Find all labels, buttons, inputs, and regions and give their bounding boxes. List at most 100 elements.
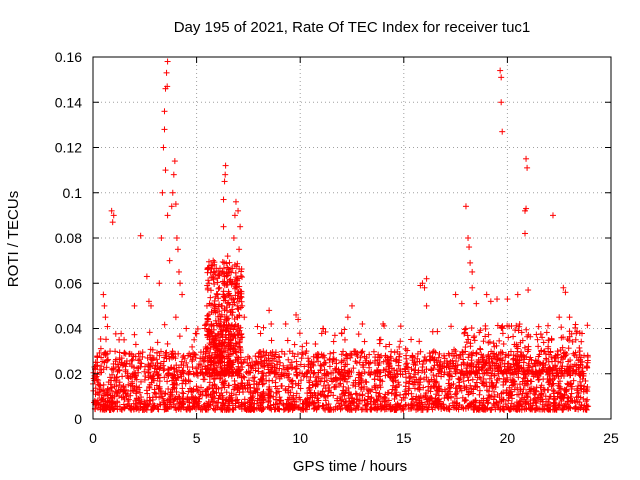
data-point-marker [100, 381, 107, 388]
data-point-marker [161, 397, 168, 404]
chart-title: Day 195 of 2021, Rate Of TEC Index for r… [174, 19, 531, 36]
data-point-marker [125, 374, 132, 381]
data-point-marker [304, 390, 311, 397]
y-tick-label: 0.12 [55, 140, 82, 156]
data-point-marker [404, 364, 411, 371]
data-point-marker [391, 395, 398, 402]
data-point-marker [289, 384, 296, 391]
data-point-marker [496, 394, 503, 401]
x-tick-label: 25 [603, 430, 619, 446]
y-tick-label: 0 [74, 411, 82, 427]
data-point-marker [108, 366, 115, 373]
data-point-marker [325, 381, 332, 388]
data-point-marker [570, 377, 577, 384]
y-tick-label: 0.1 [63, 185, 83, 201]
data-point-marker [417, 348, 424, 355]
data-point-marker [350, 365, 357, 372]
data-point-marker [445, 350, 452, 357]
data-point-marker [127, 392, 134, 399]
data-point-marker [581, 402, 588, 409]
data-point-marker [363, 379, 370, 386]
x-axis-label: GPS time / hours [293, 458, 407, 475]
data-point-marker [375, 392, 382, 399]
data-point-marker [285, 365, 292, 372]
x-tick-label: 10 [292, 430, 308, 446]
data-point-marker [125, 381, 132, 388]
data-point-marker [352, 390, 359, 397]
y-tick-label: 0.16 [55, 49, 82, 65]
data-point-marker [173, 388, 180, 395]
y-tick-label: 0.14 [55, 94, 82, 110]
data-point-marker [484, 400, 491, 407]
data-point-marker [177, 371, 184, 378]
data-point-marker [281, 351, 288, 358]
data-point-marker [293, 390, 300, 397]
data-point-marker [119, 373, 126, 380]
data-point-marker [376, 390, 383, 397]
data-point-marker [135, 350, 142, 357]
data-point-marker [514, 384, 521, 391]
y-axis-label: ROTI / TECUs [5, 191, 22, 287]
data-point-marker [153, 382, 160, 389]
data-point-marker [125, 396, 132, 403]
data-point-marker [407, 373, 414, 380]
data-point-marker [405, 387, 412, 394]
data-point-marker [416, 395, 423, 402]
data-point-marker [433, 391, 440, 398]
data-point-marker [156, 394, 163, 401]
data-point-marker [136, 389, 143, 396]
data-point-marker [272, 379, 279, 386]
data-point-marker [298, 377, 305, 384]
data-point-marker [421, 353, 428, 360]
data-point-marker [319, 375, 326, 382]
data-point-marker [193, 383, 200, 390]
data-point-marker [156, 401, 163, 408]
data-point-marker [454, 366, 461, 373]
y-tick-label: 0.04 [55, 321, 82, 337]
data-point-marker [201, 357, 208, 364]
data-point-marker [385, 397, 392, 404]
data-point-marker [371, 376, 378, 383]
data-point-marker [388, 390, 395, 397]
data-point-marker [285, 383, 292, 390]
data-points-layer [90, 58, 592, 413]
data-point-marker [297, 396, 304, 403]
data-point-marker [403, 374, 410, 381]
data-point-marker [233, 391, 240, 398]
data-point-marker [98, 363, 105, 370]
data-point-marker [411, 385, 418, 392]
data-point-marker [556, 378, 563, 385]
data-point-marker [251, 387, 258, 394]
y-tick-label: 0.06 [55, 275, 82, 291]
grid-layer [93, 57, 611, 419]
x-tick-label: 0 [89, 430, 97, 446]
data-point-marker [435, 354, 442, 361]
data-point-marker [584, 396, 591, 403]
data-point-marker [323, 377, 330, 384]
data-point-marker [461, 398, 468, 405]
data-point-marker [116, 382, 123, 389]
y-tick-label: 0.02 [55, 366, 82, 382]
data-point-marker [193, 365, 200, 372]
data-point-marker [432, 379, 439, 386]
data-point-marker [96, 349, 103, 356]
data-point-marker [266, 398, 273, 405]
x-tick-label: 5 [193, 430, 201, 446]
data-point-marker [460, 356, 467, 363]
data-point-marker [403, 352, 410, 359]
data-point-marker [418, 399, 425, 406]
data-point-marker [476, 387, 483, 394]
data-point-marker [218, 384, 225, 391]
data-point-marker [340, 383, 347, 390]
data-point-marker [353, 391, 360, 398]
data-point-marker [578, 382, 585, 389]
data-point-marker [276, 365, 283, 372]
data-point-marker [584, 403, 591, 410]
data-point-marker [142, 373, 149, 380]
data-point-marker [337, 380, 344, 387]
data-point-marker [356, 359, 363, 366]
data-point-marker [330, 349, 337, 356]
x-tick-label: 15 [396, 430, 412, 446]
y-tick-label: 0.08 [55, 230, 82, 246]
